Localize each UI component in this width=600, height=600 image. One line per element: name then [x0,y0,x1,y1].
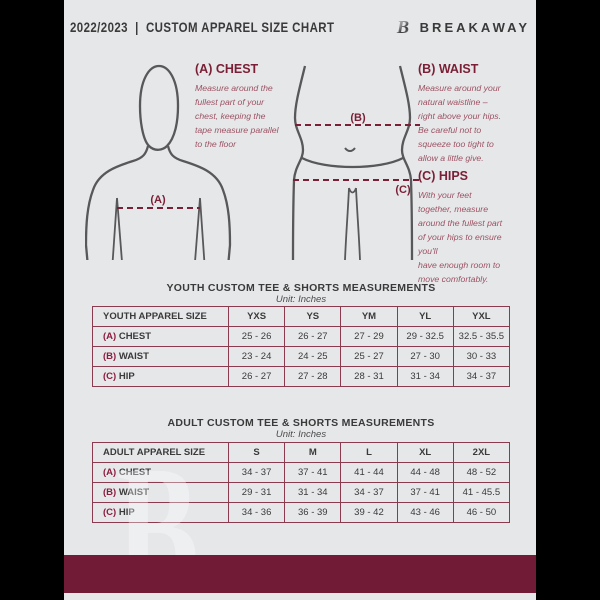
svg-text:(A): (A) [150,194,166,206]
svg-text:(B): (B) [350,112,366,124]
svg-text:(C): (C) [395,184,411,196]
svg-text:B: B [396,17,409,37]
